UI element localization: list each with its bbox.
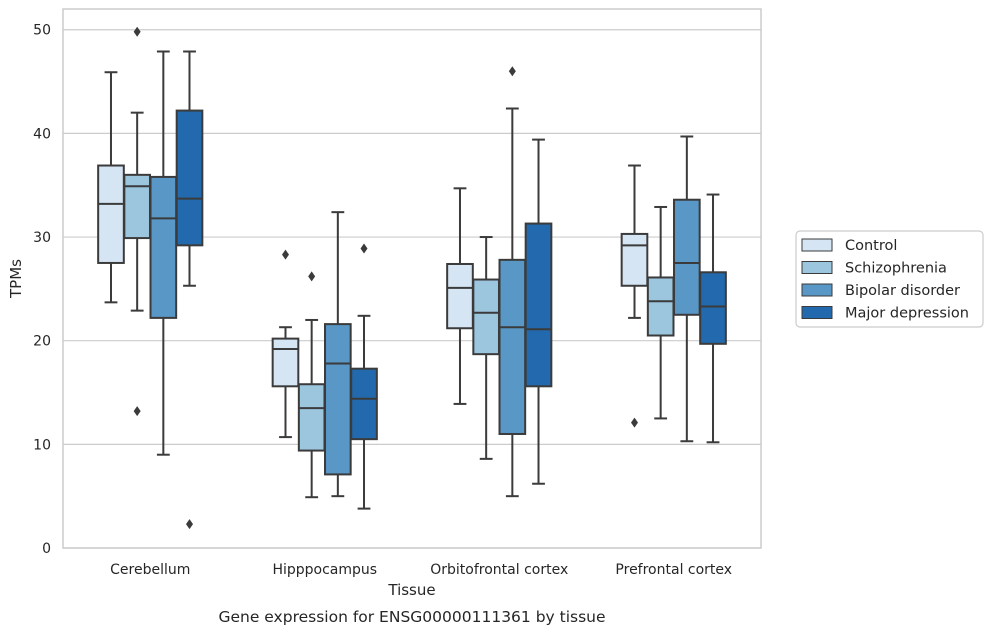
x-tick-label: Hipppocampus [272, 562, 377, 578]
chart-caption: Gene expression for ENSG00000111361 by t… [218, 608, 605, 626]
iqr-box [324, 323, 352, 476]
iqr-box [350, 367, 378, 441]
box-schizophrenia [472, 236, 500, 460]
outlier-point [308, 271, 316, 282]
plot-area-frame [62, 8, 762, 549]
iqr-box [123, 173, 151, 240]
iqr-box [498, 258, 527, 435]
box-control [446, 187, 474, 405]
y-tick-labels: 0 10 20 30 40 50 [33, 23, 51, 557]
iqr-box [446, 262, 474, 330]
box-bipolar-disorder [498, 66, 527, 498]
box-bipolar-disorder [324, 211, 352, 498]
box-bipolar-disorder [149, 50, 178, 456]
legend-swatch [801, 238, 833, 252]
outlier-point [281, 249, 289, 260]
box-major-depression [175, 50, 204, 530]
x-tick-label: Orbitofrontal cortex [430, 562, 568, 578]
legend-swatch [801, 283, 833, 297]
box-plot-marks [97, 26, 727, 530]
box-major-depression [524, 138, 553, 485]
box-bipolar-disorder [673, 135, 701, 443]
box-schizophrenia [297, 271, 326, 499]
x-tick-label: Prefrontal cortex [615, 562, 732, 578]
y-axis-title: TPMs [7, 259, 25, 299]
y-tick-label: 0 [42, 541, 51, 557]
legend-swatch [801, 306, 833, 319]
iqr-box [620, 232, 649, 287]
box-schizophrenia [123, 26, 151, 417]
legend-frame [795, 230, 984, 328]
box-control [97, 71, 125, 304]
box-control [271, 249, 300, 439]
box-major-depression [350, 243, 378, 510]
box-schizophrenia [646, 205, 675, 420]
iqr-box [472, 278, 500, 356]
x-axis-title: Tissue [387, 581, 435, 599]
iqr-box [524, 222, 553, 388]
iqr-box [271, 337, 300, 388]
iqr-box [175, 109, 204, 247]
box-major-depression [699, 193, 727, 444]
legend-swatch [801, 261, 833, 274]
iqr-box [673, 198, 701, 316]
iqr-box [97, 164, 125, 264]
iqr-box [149, 175, 178, 319]
legend-label: Major depression [845, 306, 969, 322]
y-tick-label: 40 [33, 126, 51, 142]
outlier-point [360, 243, 368, 254]
iqr-box [297, 383, 326, 452]
outlier-point [133, 26, 141, 37]
iqr-box [699, 271, 727, 345]
outlier-point [630, 417, 638, 428]
outlier-point [186, 519, 194, 530]
legend-label: Control [845, 238, 897, 254]
y-tick-label: 50 [33, 23, 51, 39]
outlier-point [133, 406, 141, 417]
legend-label: Schizophrenia [845, 261, 947, 277]
legend-label: Bipolar disorder [845, 283, 960, 299]
x-tick-label: Cerebellum [110, 562, 190, 578]
x-tick-labels: Cerebellum Hipppocampus Orbitofrontal cort… [110, 562, 732, 578]
y-tick-label: 20 [33, 334, 51, 350]
box-control [620, 164, 649, 428]
legend: Control Schizophrenia Bipolar disorder Majo… [795, 230, 984, 328]
y-tick-label: 10 [33, 437, 51, 453]
y-tick-label: 30 [33, 230, 51, 246]
iqr-box [646, 276, 675, 337]
outlier-point [508, 66, 516, 77]
